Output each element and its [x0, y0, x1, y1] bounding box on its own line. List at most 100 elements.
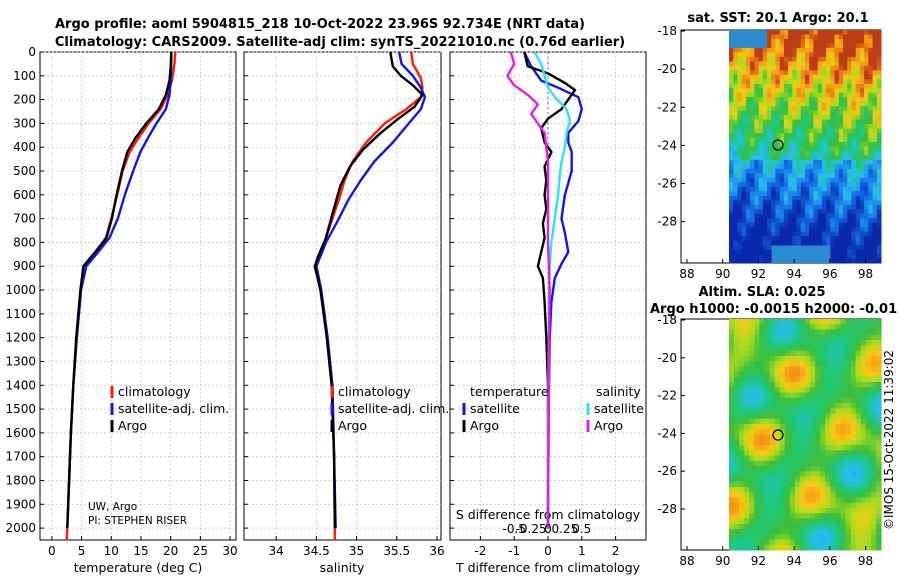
sla-cell: [845, 523, 851, 530]
sst-cell: [771, 74, 776, 80]
sst-cell: [847, 204, 852, 210]
sla-cell: [749, 424, 755, 430]
sst-cell: [729, 142, 734, 147]
sst-cell: [788, 65, 793, 71]
sla-cell: [815, 382, 821, 388]
sst-cell: [771, 83, 776, 89]
sst-cell: [872, 106, 878, 112]
sst-cell: [826, 34, 831, 40]
sst-cell: [843, 79, 848, 85]
sst-cell: [838, 142, 844, 147]
sst-cell: [745, 186, 751, 192]
sst-cell: [817, 133, 823, 138]
sst-cell: [788, 61, 793, 67]
sst-cell: [809, 159, 814, 165]
sst-cell: [864, 186, 869, 192]
sla-cell: [774, 487, 781, 493]
sst-cell: [783, 213, 789, 219]
sst-cell: [868, 204, 873, 210]
sla-cell: [860, 508, 867, 514]
sla-cell: [855, 397, 862, 404]
sst-cell: [876, 236, 882, 241]
sla-cell: [860, 487, 867, 493]
sst-cell: [767, 92, 772, 98]
sla-cell: [875, 445, 882, 451]
sla-cell: [860, 529, 867, 535]
sst-cell: [792, 218, 797, 224]
sst-cell: [826, 47, 831, 53]
sst-cell: [750, 245, 755, 250]
sst-cell: [830, 43, 835, 49]
sst-cell: [826, 97, 831, 103]
sst-cell: [779, 43, 785, 49]
sst-cell: [864, 92, 869, 98]
sst-cell: [783, 115, 789, 120]
sla-cell: [870, 376, 877, 383]
sla-cell: [779, 366, 786, 372]
sla-cell: [810, 397, 816, 404]
sst-cell: [859, 222, 865, 228]
sla-cell: [875, 529, 882, 535]
sla-cell: [855, 460, 862, 467]
sst-cell: [851, 258, 856, 264]
sla-cell: [734, 471, 740, 477]
sla-cell: [815, 329, 821, 336]
sst-cell: [876, 137, 882, 143]
sst-cell: [792, 74, 797, 80]
sla-cell: [810, 492, 816, 498]
sla-cell: [815, 466, 821, 472]
sst-cell: [805, 151, 810, 156]
sla-cell: [764, 382, 770, 388]
sla-cell: [759, 408, 765, 414]
sst-cell: [762, 168, 768, 174]
sst-cell: [745, 88, 751, 94]
sst-cell: [847, 195, 852, 201]
sla-cell: [784, 502, 791, 509]
sst-cell: [800, 97, 806, 103]
sla-cell: [875, 392, 882, 399]
sla-cell: [840, 513, 846, 519]
sst-cell: [796, 213, 802, 219]
sla-cell: [729, 455, 735, 462]
sla-cell: [789, 429, 796, 435]
sst-cell: [864, 236, 869, 241]
sst-cell: [813, 146, 818, 152]
sst-cell: [792, 177, 797, 183]
sst-cell: [762, 142, 768, 147]
sst-cell: [809, 56, 814, 62]
sst-cell: [800, 137, 806, 143]
sst-cell: [733, 106, 738, 112]
sst-cell: [758, 74, 764, 80]
sst-cell: [745, 128, 751, 134]
sst-cell: [733, 164, 738, 170]
sla-cell: [789, 350, 796, 357]
sla-cell: [860, 382, 867, 388]
sst-cell: [762, 222, 768, 228]
sst-cell: [868, 195, 873, 201]
sst-cell: [788, 47, 793, 53]
sla-cell: [855, 329, 862, 336]
sla-cell: [860, 319, 867, 325]
sst-cell: [864, 258, 869, 264]
sst-cell: [830, 209, 835, 215]
sst-cell: [737, 83, 742, 89]
sst-cell: [792, 142, 797, 147]
sla-cell: [764, 518, 770, 525]
sst-cell: [745, 61, 751, 67]
sla-cell: [835, 392, 841, 399]
sla-cell: [774, 466, 781, 472]
sst-cell: [813, 151, 818, 156]
sst-cell: [817, 101, 823, 107]
sst-cell: [821, 213, 827, 219]
sst-cell: [830, 151, 835, 156]
sst-cell: [847, 200, 852, 206]
sst-cell: [859, 155, 865, 161]
sst-cell: [834, 204, 840, 210]
sst-cell: [783, 151, 789, 156]
sla-cell: [845, 429, 851, 435]
sst-cell: [868, 231, 873, 237]
sla-cell: [875, 350, 882, 357]
sla-cell: [810, 403, 816, 409]
sst-cell: [754, 137, 759, 143]
sst-cell: [805, 61, 810, 67]
